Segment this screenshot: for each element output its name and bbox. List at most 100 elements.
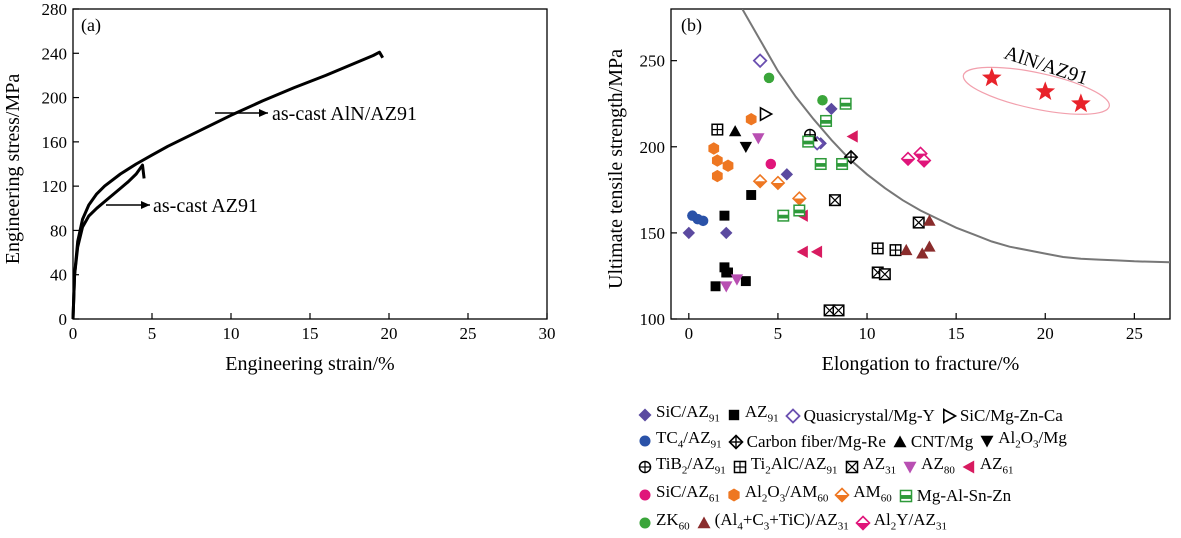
series-16 <box>777 97 852 222</box>
data-point <box>846 130 858 143</box>
data-point <box>719 210 730 221</box>
legend-item: AZ61 <box>960 454 1014 480</box>
y-tick-label: 0 <box>59 310 68 329</box>
y-tick-label: 120 <box>42 177 68 196</box>
legend-item: Quasicrystal/Mg-Y <box>784 405 935 426</box>
x-tick-label: 10 <box>859 324 876 343</box>
y-tick-label: 160 <box>42 133 68 152</box>
legend-marker <box>845 460 858 474</box>
legend-marker <box>855 515 871 531</box>
annotation-alnaz91-arrowhead <box>259 109 268 117</box>
data-point <box>719 262 730 273</box>
legend-marker <box>638 460 652 474</box>
legend-item: TC4/AZ91 <box>636 428 722 454</box>
x-axis-label: Engineering strain/% <box>225 353 394 375</box>
legend-marker <box>980 436 994 448</box>
legend-marker-icon <box>784 407 801 424</box>
legend-item: (Al4+C3+TiC)/AZ31 <box>695 510 849 536</box>
legend-label: Al2O3/Mg <box>998 428 1067 451</box>
legend-marker-icon <box>980 436 994 448</box>
data-point <box>730 274 744 286</box>
x-tick-label: 15 <box>302 324 319 343</box>
data-point <box>752 173 768 189</box>
series-7 <box>739 141 753 153</box>
data-point <box>832 304 845 317</box>
legend-label: TC4/AZ91 <box>656 428 722 451</box>
series-20 <box>981 67 1091 113</box>
legend-marker-icon <box>733 460 747 474</box>
data-point <box>722 159 734 172</box>
legend-label: AZ61 <box>979 454 1014 477</box>
data-point <box>711 123 724 136</box>
legend-item: SiC/Mg-Zn-Ca <box>940 405 1063 426</box>
data-point <box>912 216 925 229</box>
legend-item: CNT/Mg <box>891 431 973 452</box>
legend-row: ZK60 (Al4+C3+TiC)/AZ31 Al2Y/AZ31 <box>636 510 952 536</box>
legend-label: SiC/AZ91 <box>656 402 720 425</box>
x-tick-label: 20 <box>381 324 398 343</box>
data-point <box>759 106 774 122</box>
data-point <box>916 247 929 259</box>
data-point <box>802 135 815 148</box>
legend-marker-icon <box>845 460 858 474</box>
data-point <box>839 97 852 110</box>
series-15 <box>752 173 807 206</box>
series-19 <box>900 146 932 168</box>
legend-marker-icon <box>942 407 957 424</box>
legend-item: Al2Y/AZ31 <box>854 510 947 536</box>
panel-label: (a) <box>81 15 101 36</box>
data-point <box>923 240 936 252</box>
data-point <box>711 154 723 167</box>
legend-marker <box>697 516 711 529</box>
series-11 <box>720 133 765 293</box>
data-point <box>710 281 721 292</box>
legend-marker-icon <box>638 460 652 474</box>
data-point <box>828 194 841 207</box>
plot-frame <box>72 8 548 320</box>
legend-label: Mg-Al-Sn-Zn <box>916 485 1012 505</box>
legend-label: AM60 <box>853 482 892 505</box>
data-point <box>810 245 823 259</box>
panel-b-legend: SiC/AZ91 AZ91 Quasicrystal/Mg-Y SiC/Mg-Zn-C… <box>636 398 1181 536</box>
y-tick-label: 200 <box>640 138 666 157</box>
legend-label: Al2O3/AM60 <box>744 482 829 505</box>
data-point <box>745 113 757 126</box>
legend-marker-icon <box>728 410 740 421</box>
legend-marker-icon <box>727 434 744 450</box>
data-point <box>900 243 913 256</box>
legend-label: AZ91 <box>744 402 779 425</box>
x-axis-label: Elongation to fracture/% <box>822 353 1020 375</box>
panel-b: 0 5 10 15 20 25 100 150 200 250 Elongation to frac… <box>605 8 1171 375</box>
data-point <box>825 102 838 116</box>
legend-marker <box>639 435 651 447</box>
y-axis-label: Ultimate tensile strength/MPa <box>605 49 627 289</box>
data-point <box>981 67 1002 87</box>
x-tick-label: 0 <box>685 324 694 343</box>
series-14 <box>708 113 757 183</box>
y-tick-label: 150 <box>640 224 666 243</box>
x-tick-label: 15 <box>948 324 965 343</box>
legend-item: TiB2/AZ91 <box>636 454 726 480</box>
data-point <box>682 226 696 240</box>
plot-frame <box>670 8 1171 320</box>
legend-row: TC4/AZ91 Carbon fiber/Mg-Re CNT/Mg Al2O3/Mg <box>636 428 1072 454</box>
legend-item: AM60 <box>833 482 892 508</box>
series-10 <box>823 194 925 317</box>
legend-marker <box>733 460 747 474</box>
panel-label: (b) <box>681 15 702 36</box>
legend-item: Mg-Al-Sn-Zn <box>897 485 1011 506</box>
data-point <box>777 209 790 222</box>
legend-item: Carbon fiber/Mg-Re <box>727 431 886 452</box>
data-point <box>889 244 902 257</box>
data-point <box>708 142 720 155</box>
legend-marker <box>784 407 801 424</box>
legend-marker-icon <box>728 488 740 502</box>
data-point <box>814 157 827 171</box>
legend-label: (Al4+C3+TiC)/AZ31 <box>714 510 849 533</box>
data-point <box>720 226 733 240</box>
y-tick-label: 250 <box>640 52 666 71</box>
y-tick-label: 280 <box>42 0 68 19</box>
data-point <box>878 268 891 281</box>
legend-marker <box>962 460 975 474</box>
data-point <box>720 281 733 293</box>
